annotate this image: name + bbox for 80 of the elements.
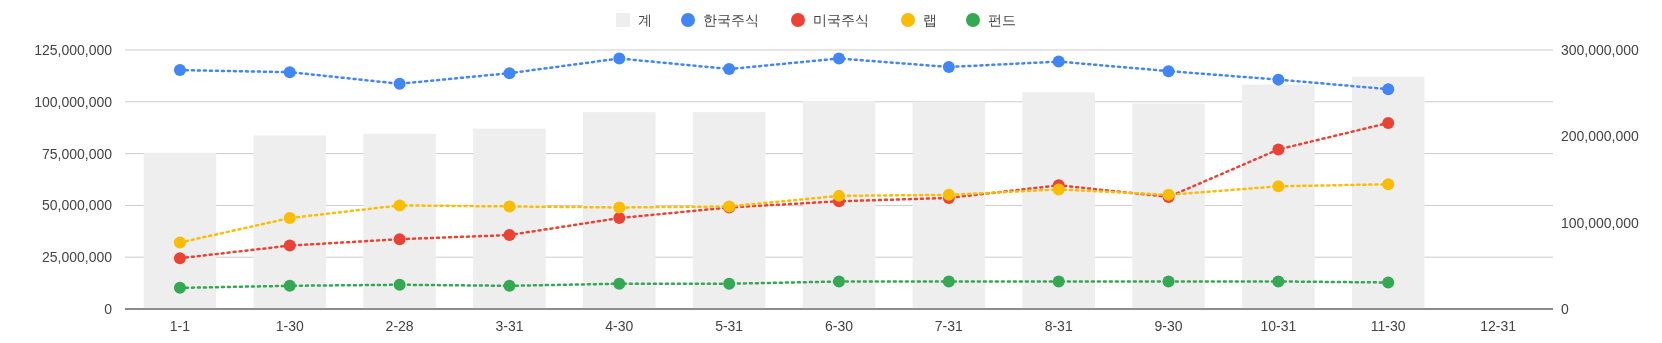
- point: [1382, 276, 1395, 289]
- point: [613, 277, 626, 290]
- point: [173, 64, 186, 77]
- point: [283, 239, 296, 252]
- point: [1382, 83, 1395, 96]
- bar: [1351, 76, 1425, 309]
- point: [613, 52, 626, 65]
- point: [1382, 116, 1395, 129]
- point: [833, 275, 845, 288]
- bar: [1132, 103, 1205, 309]
- point: [1052, 55, 1065, 68]
- point: [1162, 65, 1175, 78]
- point: [613, 201, 626, 214]
- legend-label: 랩: [923, 12, 937, 28]
- point: [942, 60, 955, 73]
- y-tick-label: 125,000,000: [34, 42, 113, 58]
- x-tick-label: 8-31: [1044, 318, 1073, 334]
- bar: [802, 100, 876, 309]
- point: [833, 189, 845, 202]
- bar: [1242, 84, 1315, 309]
- legend-label: 한국주식: [703, 12, 759, 28]
- point: [942, 275, 955, 288]
- bar: [1022, 92, 1095, 309]
- point: [723, 277, 736, 290]
- y-tick-label: 100,000,000: [34, 93, 113, 110]
- point: [173, 236, 186, 249]
- point: [503, 279, 516, 292]
- bar: [692, 112, 766, 309]
- y2-tick-label: 300,000,000: [1561, 42, 1640, 58]
- point: [1052, 275, 1065, 288]
- point: [283, 66, 296, 79]
- point: [613, 212, 626, 225]
- x-tick-label: 7-31: [934, 318, 964, 334]
- x-tick-label: 1-30: [275, 318, 304, 334]
- point: [283, 212, 296, 225]
- point: [723, 63, 736, 76]
- point: [503, 67, 516, 80]
- bar: [253, 135, 327, 309]
- x-tick-label: 1-1: [169, 318, 191, 334]
- x-tick-label: 12-31: [1480, 318, 1517, 334]
- legend-label: 계: [638, 12, 652, 28]
- y2-tick-label: 0: [1561, 301, 1569, 317]
- y-tick-label: 25,000,000: [41, 249, 113, 266]
- x-tick-label: 10-31: [1260, 318, 1297, 334]
- point: [1162, 275, 1175, 288]
- point: [393, 233, 406, 246]
- point: [833, 52, 845, 65]
- x-tick-label: 4-30: [605, 318, 634, 334]
- x-tick-label: 2-28: [385, 318, 414, 334]
- point: [393, 278, 406, 291]
- bar: [912, 101, 986, 309]
- point: [1272, 180, 1285, 193]
- x-tick-label: 3-31: [495, 318, 524, 334]
- legend-label: 펀드: [988, 12, 1016, 28]
- point: [1052, 183, 1065, 196]
- point: [503, 229, 516, 242]
- point: [173, 252, 186, 265]
- y2-tick-label: 100,000,000: [1561, 214, 1640, 231]
- x-tick-label: 9-30: [1154, 318, 1183, 334]
- point: [1382, 178, 1395, 191]
- bar: [363, 133, 436, 309]
- point: [393, 199, 406, 212]
- y-tick-label: 0: [104, 301, 113, 317]
- x-tick-label: 11-30: [1370, 318, 1406, 334]
- point: [283, 279, 296, 292]
- point: [1272, 73, 1285, 86]
- legend-label: 미국주식: [813, 12, 869, 28]
- y2-tick-label: 200,000,000: [1561, 128, 1640, 145]
- bar: [583, 112, 656, 309]
- y-tick-label: 50,000,000: [41, 197, 113, 214]
- point: [503, 200, 516, 213]
- y-tick-label: 75,000,000: [41, 145, 113, 162]
- bar: [143, 152, 217, 309]
- x-tick-label: 6-30: [824, 318, 854, 334]
- point: [173, 281, 186, 294]
- point: [1272, 143, 1285, 156]
- point: [393, 77, 406, 90]
- point: [1272, 275, 1285, 288]
- x-tick-label: 5-31: [715, 318, 744, 334]
- bar: [473, 128, 546, 309]
